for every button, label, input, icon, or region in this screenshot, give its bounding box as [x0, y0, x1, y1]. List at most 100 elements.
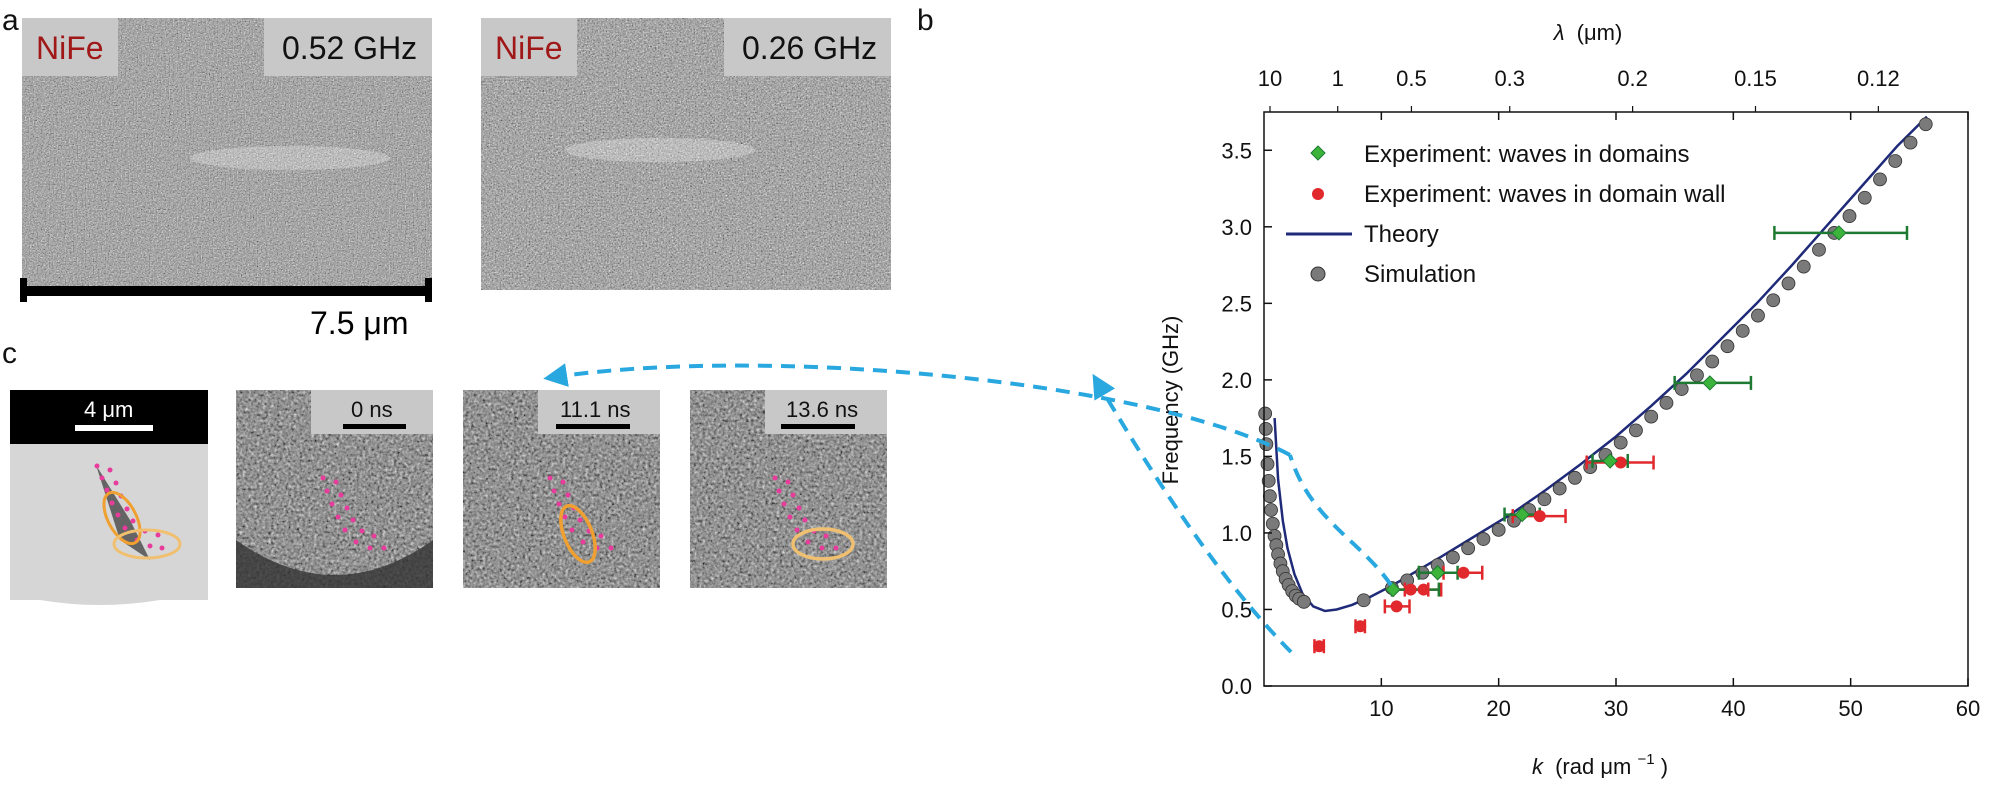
y-tick-label: 1.0	[1221, 521, 1252, 546]
domain-wall-point	[1313, 640, 1326, 653]
domain-wall-point	[1354, 620, 1367, 633]
x-tick-label: 10	[1369, 696, 1393, 721]
simulation-point	[1842, 209, 1857, 223]
legend: Experiment: waves in domains Experiment:…	[1286, 141, 1726, 288]
simulation-point	[1735, 323, 1750, 338]
top-tick-label: 0.5	[1396, 66, 1427, 91]
y-tick-label: 0.0	[1221, 674, 1252, 699]
top-tick-label: 0.3	[1494, 66, 1525, 91]
domain-wall-point	[1404, 583, 1417, 596]
simulation-point	[1644, 409, 1659, 424]
panel-c-image-1: 4 μm	[10, 390, 208, 605]
x-axis-var: k	[1532, 754, 1544, 779]
simulation-point	[1537, 492, 1552, 507]
top-tick-label: 0.2	[1617, 66, 1648, 91]
legend-item-domain-wall: Experiment: waves in domain wall	[1312, 181, 1726, 208]
simulation-point	[1812, 242, 1826, 257]
y-tick-label: 1.5	[1221, 444, 1252, 469]
simulation-point	[1262, 489, 1277, 504]
panel-b-letter: b	[917, 4, 934, 37]
domain-point	[1831, 225, 1847, 241]
frequency-label-box	[724, 18, 891, 76]
y-tick-label: 2.0	[1221, 368, 1252, 393]
top-axis-var: λ	[1553, 20, 1565, 45]
x-axis-exp: −1	[1637, 751, 1654, 768]
simulation-point	[1903, 135, 1918, 150]
y-tick-label: 3.0	[1221, 215, 1252, 240]
legend-label: Simulation	[1364, 261, 1476, 288]
simulation-point	[1888, 154, 1903, 168]
y-axis-label: Frequency (GHz)	[1158, 316, 1183, 485]
domain-wall-point	[1417, 583, 1430, 596]
domain-point	[1514, 506, 1530, 523]
top-tick-label: 0.12	[1857, 66, 1900, 91]
connector-arrows	[543, 363, 1393, 654]
y-tick-label: 3.5	[1221, 138, 1252, 163]
x-axis-unit: (rad μm	[1555, 754, 1631, 779]
simulation-point	[1873, 172, 1887, 187]
simulation-point	[1857, 190, 1872, 205]
scale-label: 4 μm	[84, 397, 133, 422]
simulation-point	[1613, 435, 1628, 450]
top-tick-label: 1	[1332, 66, 1344, 91]
simulation-point	[1461, 541, 1476, 556]
x-tick-label: 40	[1721, 696, 1745, 721]
legend-item-domains: Experiment: waves in domains	[1310, 141, 1689, 168]
dispersion-chart: 10 20 30 40 50 60 0.0 0.5 1.0 1.5 2.0 2.5 3.0 3.5 10 1 0…	[1158, 20, 1980, 779]
y-tick-label: 2.5	[1221, 291, 1252, 316]
arrow-to-right-image	[1092, 373, 1293, 654]
simulation-point	[1258, 421, 1273, 436]
y-tick-label: 0.5	[1221, 597, 1252, 622]
x-axis-close: )	[1661, 754, 1668, 779]
x-axis-label: k (rad μm −1 )	[1532, 744, 1668, 779]
panel-c-letter: c	[2, 337, 17, 370]
domain-wall-point	[1614, 456, 1627, 469]
legend-label: Experiment: waves in domains	[1364, 141, 1689, 168]
panel-a-left-image: NiFe 0.52 GHz	[22, 18, 432, 290]
simulation-point	[1491, 522, 1506, 537]
legend-label: Theory	[1364, 221, 1439, 248]
domain-point	[1702, 375, 1718, 391]
x-tick-label: 20	[1486, 696, 1510, 721]
domain-point	[1385, 581, 1401, 598]
simulation-point	[1720, 339, 1735, 354]
domain-wall-point	[1533, 510, 1546, 523]
simulation-point	[1356, 593, 1371, 608]
material-label-box	[481, 18, 577, 76]
frequency-label: 0.26 GHz	[742, 30, 877, 66]
x-tick-label: 60	[1956, 696, 1980, 721]
simulation-point	[1446, 550, 1460, 565]
frequency-label: 0.52 GHz	[282, 30, 417, 66]
simulation-point	[1261, 473, 1276, 488]
x-tick-label: 30	[1604, 696, 1628, 721]
legend-label: Experiment: waves in domain wall	[1364, 181, 1726, 208]
simulation-point	[1705, 354, 1720, 369]
simulation-point	[1264, 503, 1278, 517]
domain-point	[1602, 453, 1618, 469]
material-label: NiFe	[36, 30, 104, 66]
scale-bar: 7.5 μm	[20, 278, 432, 341]
simulation-point	[1258, 406, 1273, 421]
simulation-point	[1659, 395, 1674, 410]
panel-c-image-2: 0 ns	[236, 390, 433, 588]
simulation-point	[1629, 423, 1643, 438]
domain-wall-point	[1457, 566, 1470, 579]
simulation-point	[1568, 470, 1582, 485]
top-tick-label: 10	[1258, 66, 1282, 91]
scale-bar-label: 7.5 μm	[310, 305, 408, 341]
time-label: 11.1 ns	[560, 397, 631, 422]
domain-wall-point	[1390, 600, 1403, 613]
panel-c-image-4: 13.6 ns	[690, 390, 887, 588]
theory-curve	[1273, 115, 1928, 613]
simulation-point	[1476, 532, 1491, 546]
time-label: 0 ns	[351, 397, 393, 422]
simulation-point	[1674, 382, 1689, 396]
arrow-to-left-image	[543, 363, 1291, 457]
simulation-point	[1796, 259, 1811, 274]
connector-curve	[1288, 454, 1393, 587]
simulation-point	[1781, 276, 1796, 291]
domain-point	[1429, 565, 1446, 581]
simulation-point	[1751, 308, 1765, 323]
simulation-point	[1260, 457, 1275, 471]
